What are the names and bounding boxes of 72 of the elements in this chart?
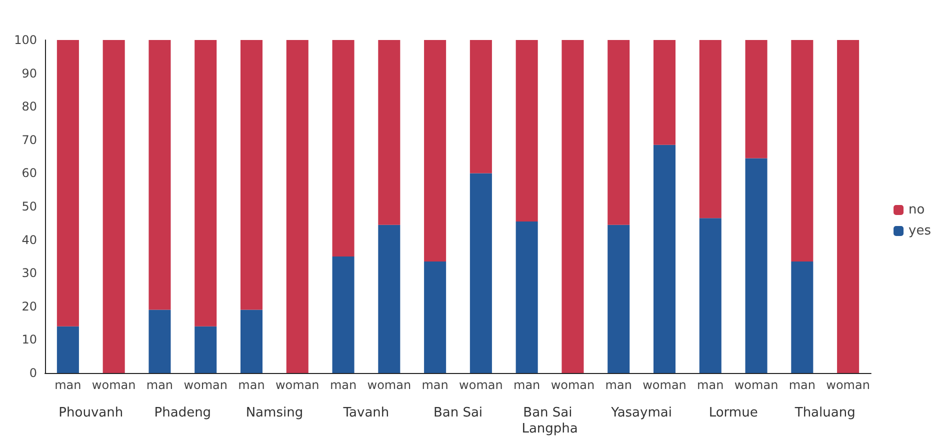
bar bbox=[562, 40, 584, 373]
bar bbox=[332, 40, 354, 256]
bar bbox=[240, 40, 263, 310]
bar bbox=[424, 40, 446, 262]
bar bbox=[470, 173, 492, 373]
text: Namsing bbox=[246, 406, 304, 420]
x-tick-label: man bbox=[146, 378, 174, 392]
bar bbox=[102, 40, 125, 373]
x-tick-label: man bbox=[54, 378, 82, 392]
text: Lormue bbox=[708, 406, 758, 420]
bar bbox=[378, 40, 400, 225]
bar bbox=[653, 144, 676, 373]
bar bbox=[194, 40, 217, 326]
bar bbox=[791, 261, 814, 373]
bar bbox=[56, 326, 79, 373]
bar bbox=[653, 40, 676, 145]
text: Phouvanh bbox=[58, 406, 124, 420]
x-tick-label: woman bbox=[642, 378, 686, 392]
x-tick-label: woman bbox=[459, 378, 503, 392]
x-tick-label: man bbox=[697, 378, 724, 392]
x-tick-label: woman bbox=[550, 378, 595, 392]
text: Ban Sai bbox=[433, 406, 483, 420]
bar bbox=[516, 40, 538, 222]
bar bbox=[837, 40, 860, 373]
x-tick-label: man bbox=[422, 378, 448, 392]
bar bbox=[608, 40, 630, 225]
y-tick-label: 60 bbox=[22, 166, 37, 180]
bar bbox=[699, 40, 722, 218]
text: Thaluang bbox=[794, 406, 856, 420]
y-tick-label: 0 bbox=[29, 366, 37, 380]
bar bbox=[424, 261, 446, 373]
x-tick-label: woman bbox=[734, 378, 778, 392]
x-tick-label: woman bbox=[826, 378, 870, 392]
bar bbox=[148, 310, 171, 373]
y-tick-label: 20 bbox=[22, 299, 37, 314]
bar bbox=[699, 218, 722, 373]
text: Tavanh bbox=[342, 406, 390, 420]
y-tick-label: 10 bbox=[22, 332, 37, 347]
legend-label: no bbox=[908, 202, 925, 218]
x-tick-label: woman bbox=[92, 378, 136, 392]
bar bbox=[516, 221, 538, 373]
bar bbox=[791, 40, 814, 262]
y-tick-label: 50 bbox=[22, 200, 37, 214]
text: Phadeng bbox=[154, 406, 212, 420]
x-tick-label: man bbox=[514, 378, 540, 392]
x-tick-label: woman bbox=[275, 378, 320, 392]
bar bbox=[332, 256, 354, 373]
x-tick-label: man bbox=[605, 378, 632, 392]
bar bbox=[286, 40, 308, 373]
x-tick-label: man bbox=[788, 378, 816, 392]
legend-label: yes bbox=[908, 224, 932, 238]
bar bbox=[378, 224, 400, 373]
bar bbox=[745, 158, 768, 373]
y-tick-label: 70 bbox=[22, 132, 37, 147]
x-tick-label: man bbox=[238, 378, 265, 392]
y-tick-label: 80 bbox=[22, 100, 37, 114]
text: Ban Sai Langpha bbox=[522, 406, 578, 436]
x-tick-label: man bbox=[330, 378, 357, 392]
bar bbox=[56, 40, 79, 326]
bar bbox=[240, 310, 263, 373]
x-tick-label: woman bbox=[367, 378, 412, 392]
y-tick-label: 30 bbox=[22, 266, 37, 280]
y-tick-label: 90 bbox=[22, 66, 37, 80]
bar bbox=[194, 326, 217, 373]
x-tick-label: woman bbox=[184, 378, 228, 392]
bar bbox=[608, 224, 630, 373]
text: Yasaymai bbox=[610, 406, 672, 420]
bar bbox=[470, 40, 492, 174]
bar bbox=[745, 40, 768, 158]
y-tick-label: 100 bbox=[14, 33, 37, 47]
bar bbox=[148, 40, 171, 310]
y-tick-label: 40 bbox=[22, 232, 37, 247]
